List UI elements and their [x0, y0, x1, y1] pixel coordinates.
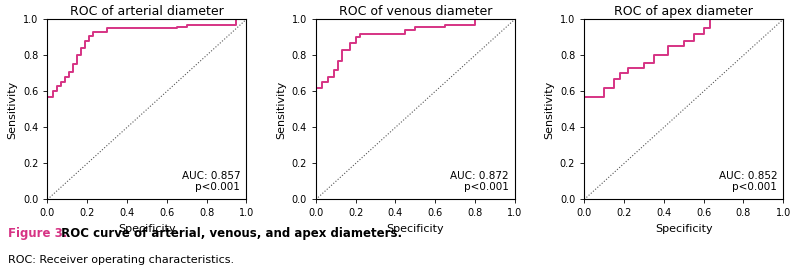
X-axis label: Specificity: Specificity: [118, 224, 176, 234]
Y-axis label: Sensitivity: Sensitivity: [544, 80, 554, 138]
Text: AUC: 0.857
p<0.001: AUC: 0.857 p<0.001: [182, 171, 240, 192]
Title: ROC of arterial diameter: ROC of arterial diameter: [70, 5, 224, 18]
Y-axis label: Sensitivity: Sensitivity: [7, 80, 17, 138]
Text: ROC: Receiver operating characteristics.: ROC: Receiver operating characteristics.: [8, 255, 234, 265]
Text: AUC: 0.872
p<0.001: AUC: 0.872 p<0.001: [450, 171, 509, 192]
Title: ROC of venous diameter: ROC of venous diameter: [339, 5, 492, 18]
X-axis label: Specificity: Specificity: [387, 224, 444, 234]
Text: Figure 3.: Figure 3.: [8, 227, 67, 240]
Text: AUC: 0.852
p<0.001: AUC: 0.852 p<0.001: [718, 171, 777, 192]
Text: ROC curve of arterial, venous, and apex diameters.: ROC curve of arterial, venous, and apex …: [57, 227, 402, 240]
Y-axis label: Sensitivity: Sensitivity: [276, 80, 286, 138]
Title: ROC of apex diameter: ROC of apex diameter: [615, 5, 753, 18]
X-axis label: Specificity: Specificity: [655, 224, 713, 234]
